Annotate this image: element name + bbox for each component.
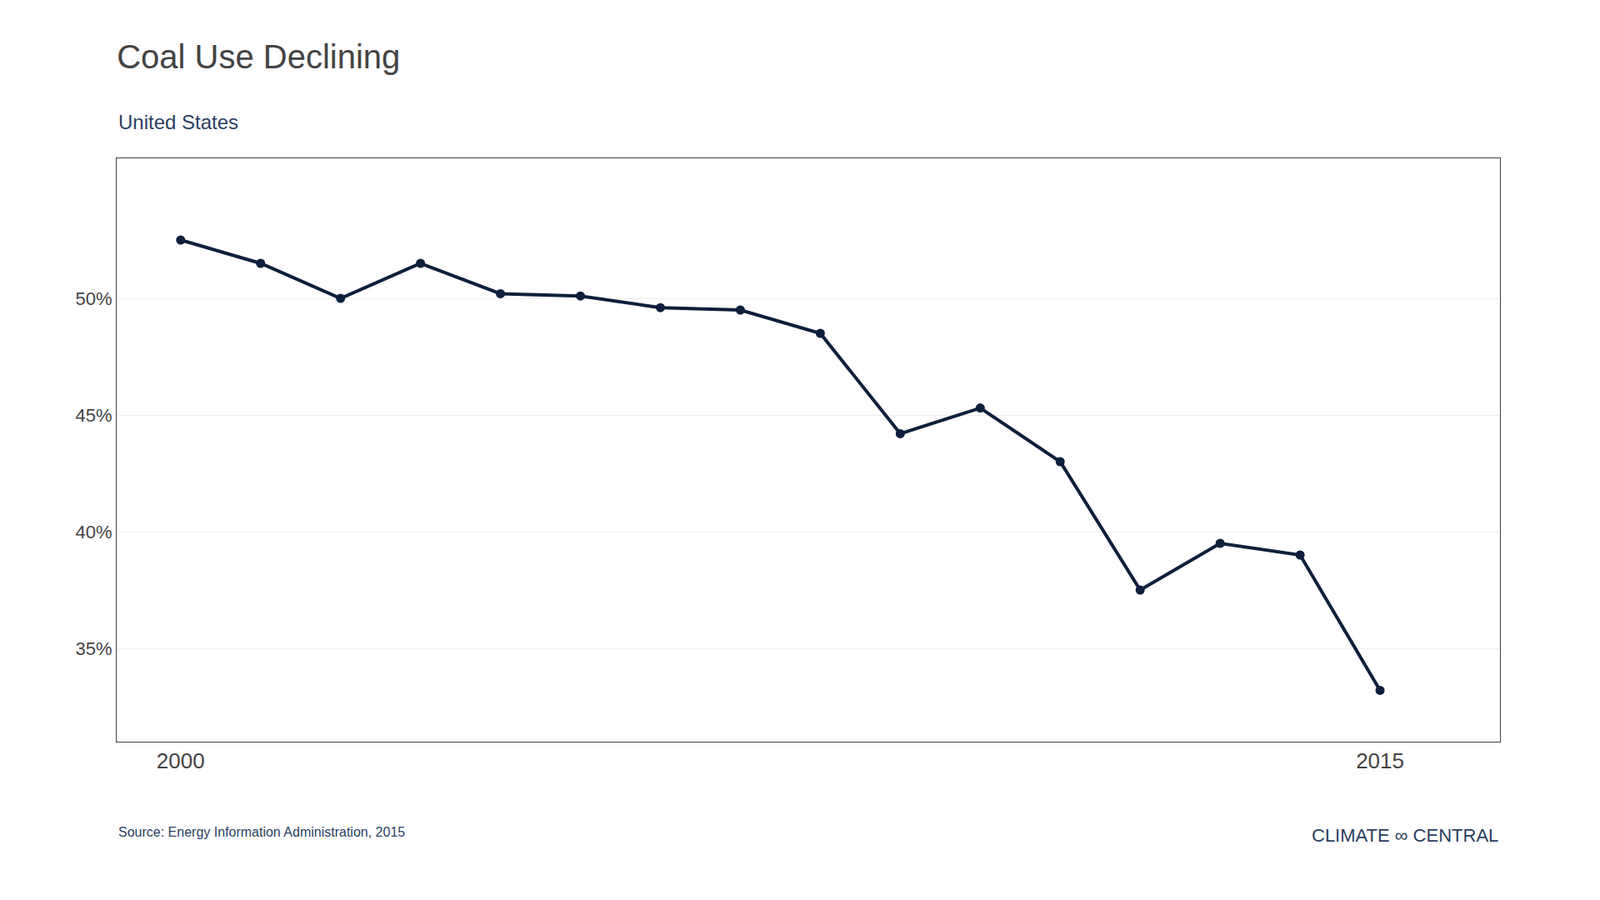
svg-text:CLIMATE ∞ CENTRAL: CLIMATE ∞ CENTRAL (1311, 825, 1499, 846)
svg-text:United States: United States (118, 110, 239, 134)
svg-text:2000: 2000 (156, 748, 205, 774)
svg-text:50%: 50% (75, 288, 113, 310)
svg-text:40%: 40% (75, 521, 113, 543)
svg-text:45%: 45% (75, 405, 113, 426)
svg-text:Source: Energy Information Adm: Source: Energy Information Administratio… (118, 825, 405, 840)
svg-text:35%: 35% (75, 638, 113, 660)
svg-text:2015: 2015 (1355, 748, 1405, 774)
svg-text:Coal Use Declining: Coal Use Declining (116, 38, 400, 75)
